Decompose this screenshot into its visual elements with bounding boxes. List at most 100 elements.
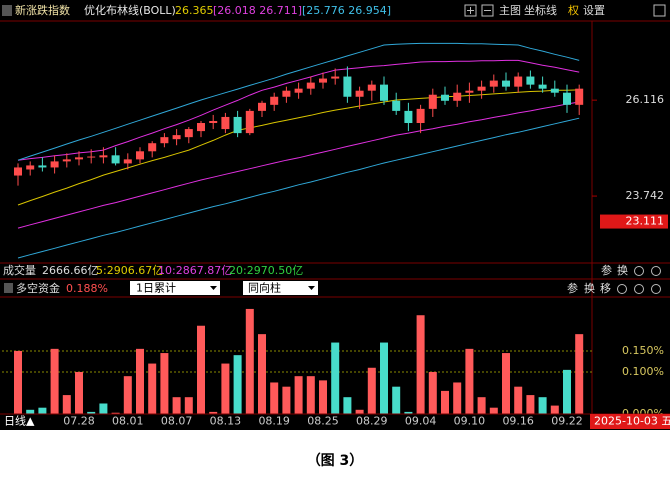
panel-button[interactable]: 参 bbox=[567, 281, 578, 295]
panel-button[interactable]: 参 bbox=[601, 263, 612, 277]
candle-body bbox=[514, 76, 523, 87]
x-axis-label: 日线▲ bbox=[4, 414, 35, 428]
candle-body bbox=[502, 80, 510, 87]
candle-body bbox=[111, 155, 120, 164]
candle-body bbox=[26, 165, 35, 170]
bar bbox=[380, 342, 388, 414]
candle-body bbox=[538, 84, 547, 89]
y-tick-label: 23.742 bbox=[626, 189, 665, 202]
bar bbox=[563, 369, 571, 414]
zoom-in-icon bbox=[467, 7, 474, 14]
bar bbox=[477, 397, 486, 414]
bar bbox=[538, 397, 547, 414]
candle-body bbox=[184, 129, 193, 138]
bar bbox=[502, 353, 510, 414]
bar bbox=[184, 397, 193, 414]
caption: （图 3） bbox=[307, 453, 364, 469]
help-icon[interactable] bbox=[2, 5, 12, 16]
panel-icon[interactable] bbox=[651, 266, 661, 276]
candle-body bbox=[465, 90, 474, 93]
candle-body bbox=[136, 151, 144, 160]
x-axis: 日线▲ 07.28 08.01 08.07 08.13 08.19 08.25 08.29 09… bbox=[0, 413, 670, 429]
y-tick-label: 0.100% bbox=[622, 365, 664, 378]
candle-body bbox=[355, 90, 364, 97]
candle-body bbox=[563, 92, 571, 105]
panel-button[interactable]: 换 bbox=[584, 281, 595, 295]
candle-body bbox=[550, 88, 559, 93]
candle-body bbox=[75, 157, 83, 160]
dropdown[interactable] bbox=[130, 281, 220, 295]
close-button[interactable] bbox=[653, 4, 666, 17]
zoom-in[interactable] bbox=[464, 4, 477, 17]
bar bbox=[123, 376, 132, 414]
candle-body bbox=[367, 84, 376, 91]
bar bbox=[270, 382, 279, 414]
candle-body bbox=[428, 94, 437, 109]
x-axis-strip bbox=[0, 414, 670, 429]
toolbar-button[interactable]: 主图 bbox=[499, 4, 521, 17]
y-tick-label: 0.150% bbox=[622, 344, 664, 357]
bar bbox=[355, 409, 364, 414]
cursor-box bbox=[590, 414, 670, 429]
help-icon[interactable] bbox=[4, 283, 13, 293]
outer-band-label: [25.776 26.954] bbox=[302, 4, 391, 17]
panel-button[interactable]: 换 bbox=[617, 263, 628, 277]
candle-body bbox=[14, 167, 22, 176]
panel-button[interactable]: 移 bbox=[600, 282, 611, 295]
panel-icon[interactable] bbox=[651, 284, 661, 294]
indicator-value: 0.188% bbox=[66, 282, 108, 295]
zoom-out[interactable] bbox=[481, 4, 494, 17]
candle-body bbox=[453, 92, 462, 101]
dropdown[interactable] bbox=[243, 281, 318, 295]
toolbar-button[interactable]: 坐标线 bbox=[524, 3, 557, 17]
candle-body bbox=[526, 76, 535, 85]
x-tick-label: 07.28 bbox=[63, 415, 95, 428]
candle-body bbox=[221, 116, 230, 130]
indicator-chart: 0.150%0.100%0.000% bbox=[2, 308, 664, 420]
bar bbox=[221, 363, 230, 414]
panel-icon[interactable] bbox=[617, 284, 627, 294]
bar bbox=[282, 386, 291, 414]
bar bbox=[75, 371, 83, 414]
candle-body bbox=[50, 161, 59, 168]
x-tick-label: 09.04 bbox=[405, 415, 437, 428]
candle-body bbox=[209, 120, 218, 124]
bar bbox=[209, 411, 218, 414]
band-line bbox=[17, 89, 580, 206]
bar bbox=[392, 386, 401, 414]
candle-body bbox=[172, 135, 181, 140]
bar bbox=[441, 390, 449, 414]
bar bbox=[453, 382, 462, 414]
candle-body bbox=[319, 78, 327, 83]
bar bbox=[99, 403, 108, 414]
volume-total: 2666.66亿 bbox=[42, 264, 99, 277]
panel-icon[interactable] bbox=[634, 266, 644, 276]
volume-ma10: 10:2867.87亿 bbox=[158, 264, 232, 277]
inner-band-label: [26.018 26.711] bbox=[213, 4, 302, 17]
panel-icon[interactable] bbox=[634, 284, 644, 294]
candle-body bbox=[575, 88, 584, 105]
bar bbox=[428, 371, 437, 414]
candle-body bbox=[258, 102, 266, 111]
indicator-name: 优化布林线(BOLL) bbox=[84, 3, 176, 17]
bar bbox=[38, 407, 47, 414]
candle-body bbox=[148, 143, 157, 152]
toolbar-button[interactable]: 设置 bbox=[583, 4, 605, 17]
price-marker bbox=[600, 214, 668, 229]
bar bbox=[26, 409, 35, 414]
dropdown-arrow bbox=[308, 286, 315, 290]
band-line bbox=[17, 42, 580, 161]
x-tick-label: 09.22 bbox=[551, 415, 583, 428]
toolbar-button[interactable]: 权 bbox=[568, 4, 579, 17]
bar bbox=[160, 353, 169, 414]
bar bbox=[416, 315, 425, 414]
bar bbox=[233, 355, 242, 414]
candle-body bbox=[160, 137, 169, 144]
band-line bbox=[17, 101, 580, 229]
band-line bbox=[17, 117, 580, 259]
bar bbox=[575, 334, 584, 414]
candle-body bbox=[441, 94, 449, 101]
x-tick-label: 09.10 bbox=[454, 415, 486, 428]
price-marker-label: 23.111 bbox=[626, 215, 665, 228]
candle-body bbox=[392, 100, 401, 111]
